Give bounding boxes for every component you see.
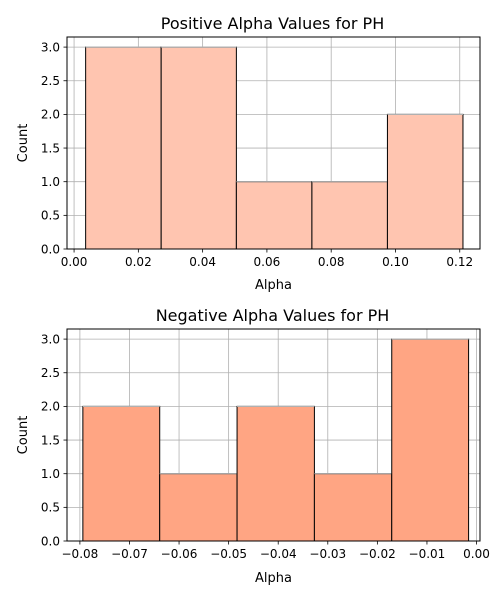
histogram-bar <box>386 113 464 250</box>
histogram-bar <box>311 181 388 250</box>
x-tick-label: −0.03 <box>309 547 346 561</box>
x-tick-label: −0.01 <box>409 547 446 561</box>
histogram-bar <box>159 473 238 542</box>
y-tick-label: 3.0 <box>41 332 60 346</box>
chart-title: Negative Alpha Values for PH <box>156 306 390 325</box>
x-tick-label: 0.06 <box>254 255 281 269</box>
x-tick-label: 0.12 <box>446 255 473 269</box>
y-tick-label: 1.5 <box>41 433 60 447</box>
x-tick-label: 0.08 <box>318 255 345 269</box>
y-tick-label: 3.0 <box>41 40 60 54</box>
y-axis-label: Count <box>16 124 31 163</box>
histogram-bar <box>85 46 162 250</box>
x-tick-label: 0.00 <box>61 255 88 269</box>
axes-frame <box>66 328 481 542</box>
histogram-bar <box>313 473 393 542</box>
x-tick-label: 0.04 <box>189 255 216 269</box>
y-tick-label: 1.0 <box>41 467 60 481</box>
chart-negative-alpha: Negative Alpha Values for PH −0.08 −0.07−… <box>16 306 490 586</box>
x-tick-label: −0.08 <box>62 547 99 561</box>
ticks: −0.08 −0.07 −0.06 −0.05 −0.04 −0.03 −0.02 −0.01… <box>41 332 490 561</box>
y-tick-label: 0.0 <box>41 534 60 548</box>
x-tick-label: −0.05 <box>210 547 247 561</box>
x-tick-label: 0.02 <box>125 255 152 269</box>
bars <box>82 338 470 542</box>
y-tick-label: 0.0 <box>41 242 60 256</box>
axes-frame <box>66 36 481 250</box>
x-tick-label: 0.00 <box>463 547 490 561</box>
histogram-bar <box>236 405 315 542</box>
y-tick-label: 1.0 <box>41 175 60 189</box>
x-axis-label: Alpha <box>255 571 292 586</box>
x-tick-label: 0.10 <box>382 255 409 269</box>
chart-title: Positive Alpha Values for PH <box>161 14 384 33</box>
y-tick-label: 2.0 <box>41 400 60 414</box>
y-tick-label: 1.5 <box>41 141 60 155</box>
bars <box>85 46 464 250</box>
x-tick-label: −0.06 <box>161 547 198 561</box>
x-axis-label: Alpha <box>255 278 292 293</box>
chart-positive-alpha: Positive Alpha Values for PH 0.00 0.02 0.0… <box>16 14 481 293</box>
ticks: 0.00 0.02 0.04 0.06 0.08 0.10 0.12 0.0 0.5 1.0 1.5… <box>41 40 473 269</box>
y-tick-label: 0.5 <box>41 209 60 223</box>
histogram-bar <box>82 405 161 542</box>
y-tick-label: 2.5 <box>41 366 60 380</box>
x-tick-label: −0.04 <box>260 547 297 561</box>
x-tick-label: −0.07 <box>111 547 148 561</box>
y-axis-label: Count <box>16 416 31 455</box>
histogram-bar <box>160 46 237 250</box>
histogram-bar <box>391 338 470 542</box>
y-tick-label: 2.5 <box>41 74 60 88</box>
x-tick-label: −0.02 <box>359 547 396 561</box>
y-tick-label: 2.0 <box>41 108 60 122</box>
y-tick-label: 0.5 <box>41 501 60 515</box>
histogram-bar <box>235 181 313 250</box>
